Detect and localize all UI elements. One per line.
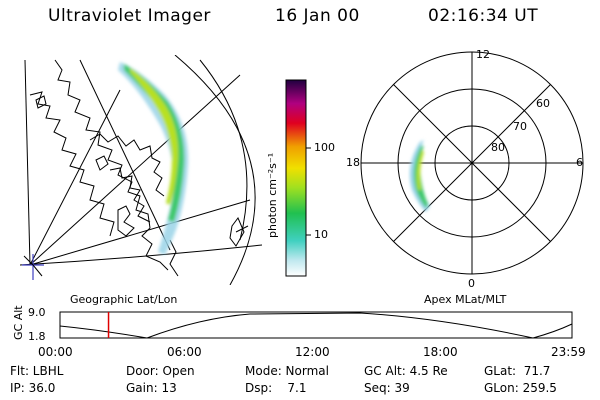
status-mode: Mode: Normal [245,364,329,378]
geographic-panel-label: Geographic Lat/Lon [70,293,178,306]
timeline-xtick: 23:59 [551,345,586,359]
timeline-ytick-min: 1.8 [28,330,46,343]
mlt-label-0: 0 [468,277,475,290]
colorbar-tick-10: 10 [314,228,328,241]
compass-icon [22,254,44,280]
status-glat: GLat: 71.7 [484,364,551,378]
colorbar [285,79,307,277]
mlat-label-70: 70 [513,120,527,133]
timeline-axis-label: GC Alt [12,305,25,340]
mlt-label-18: 18 [346,156,360,169]
status-dsp: Dsp: 7.1 [245,381,307,395]
status-gc-alt: GC Alt: 4.5 Re [364,364,448,378]
status-gain: Gain: 13 [126,381,177,395]
altitude-timeline [59,311,573,339]
status-seq: Seq: 39 [364,381,410,395]
colorbar-tick-100: 100 [314,141,335,154]
app-title: Ultraviolet Imager [48,6,211,26]
mlt-label-12: 12 [476,48,490,61]
timeline-xtick: 12:00 [295,345,330,359]
status-ip: IP: 36.0 [10,381,56,395]
mlat-label-60: 60 [536,97,550,110]
status-filter: Flt: LBHL [10,364,64,378]
timeline-ytick-max: 9.0 [28,306,46,319]
mlat-label-80: 80 [491,141,505,154]
geographic-map [20,55,262,285]
timeline-xtick: 00:00 [38,345,73,359]
timeline-xtick: 06:00 [167,345,202,359]
time-label: 02:16:34 UT [428,6,539,26]
timeline-xtick: 18:00 [423,345,458,359]
status-glon: GLon: 259.5 [484,381,557,395]
polar-plot [360,51,584,275]
mlt-label-6: 6 [576,156,583,169]
status-door: Door: Open [126,364,195,378]
apex-panel-label: Apex MLat/MLT [424,293,507,306]
date-label: 16 Jan 00 [275,6,360,26]
colorbar-unit-label: photon cm⁻²s⁻¹ [266,152,279,238]
